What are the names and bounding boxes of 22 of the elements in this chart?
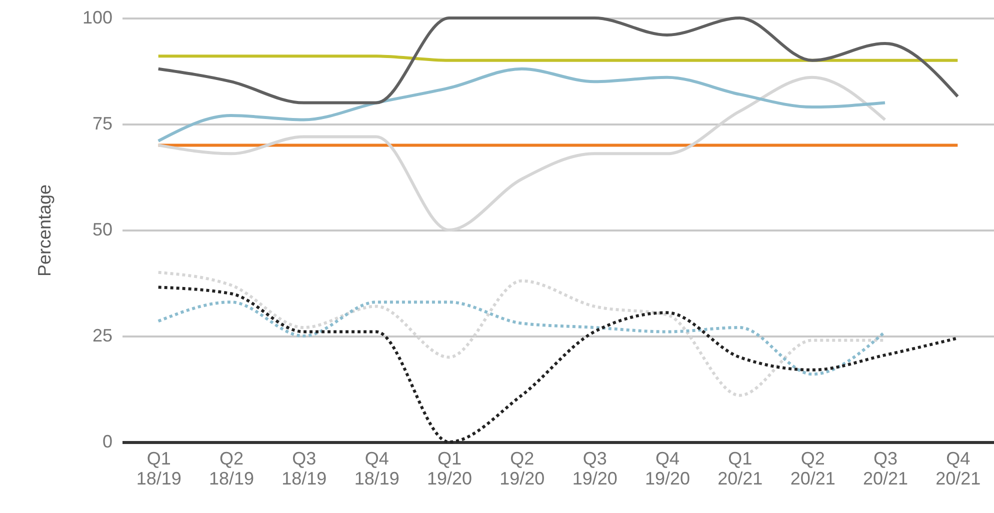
y-tick-label: 100 — [82, 8, 112, 28]
y-tick-label: 75 — [92, 114, 112, 134]
y-tick-label: 50 — [92, 220, 112, 240]
line-series — [156, 16, 960, 104]
x-tick-label: Q1 20/21 — [718, 448, 763, 488]
line-series — [156, 300, 886, 376]
x-tick-label: Q2 18/19 — [208, 448, 254, 488]
x-tick-label: Q4 18/19 — [354, 448, 400, 488]
y-axis-title: Percentage — [34, 184, 54, 277]
x-tick-label: Q3 18/19 — [282, 448, 327, 488]
x-tick-label: Q1 19/20 — [426, 448, 472, 488]
x-tick-label: Q3 19/20 — [572, 448, 618, 488]
x-tick-label: Q2 19/20 — [500, 448, 545, 488]
x-tick-label: Q1 18/19 — [136, 448, 182, 488]
line-series — [156, 76, 886, 232]
x-tick-label: Q4 19/20 — [644, 448, 690, 488]
x-tick-label: Q3 20/21 — [862, 448, 908, 488]
x-tick-label: Q2 20/21 — [790, 448, 836, 488]
y-tick-label: 0 — [102, 432, 112, 452]
y-tick-label: 25 — [92, 326, 112, 346]
line-series — [156, 67, 886, 142]
x-tick-label: Q4 20/21 — [936, 448, 981, 488]
